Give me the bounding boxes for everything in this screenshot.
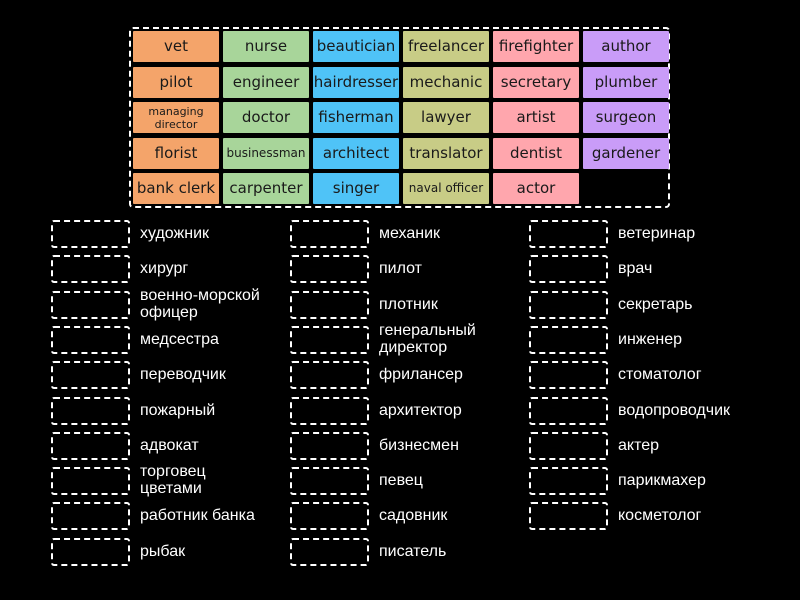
answer-tile[interactable]: engineer [223, 66, 309, 98]
clue-label: плотник [379, 295, 438, 313]
answer-tile[interactable]: fisherman [313, 102, 399, 133]
clue-label: инженер [618, 330, 683, 348]
clue-label: адвокат [140, 436, 199, 454]
clue-label: садовник [379, 507, 448, 525]
drop-slot[interactable] [51, 361, 130, 390]
clue-label: генеральный директор [379, 321, 476, 356]
drop-slot[interactable] [529, 431, 608, 460]
drop-slot[interactable] [290, 290, 369, 319]
clue-label: работник банка [140, 507, 255, 525]
drop-slot[interactable] [529, 502, 608, 531]
answer-tile[interactable]: architect [313, 137, 399, 169]
clue-label: ветеринар [618, 225, 696, 242]
drop-slot[interactable] [529, 290, 608, 319]
drop-slot[interactable] [290, 396, 369, 425]
clue-label: певец [379, 472, 423, 490]
answer-tile[interactable]: mechanic [403, 66, 489, 98]
drop-slot[interactable] [290, 325, 369, 354]
clue-label: военно-морской офицер [140, 286, 260, 321]
clue-label: парикмахер [618, 472, 706, 490]
clue-label: стоматолог [618, 366, 702, 384]
drop-slot[interactable] [290, 255, 369, 284]
answer-tile[interactable]: freelancer [403, 31, 489, 62]
answer-tile[interactable]: nurse [223, 31, 309, 62]
drop-slot[interactable] [529, 361, 608, 390]
clue-label: секретарь [618, 295, 693, 313]
drop-slot[interactable] [290, 361, 369, 390]
clue-label: рыбак [140, 542, 186, 560]
answer-tile[interactable]: actor [493, 173, 579, 204]
answer-tile[interactable]: hairdresser [313, 66, 399, 98]
drop-slot[interactable] [51, 467, 130, 496]
answer-tile[interactable]: secretary [493, 66, 579, 98]
answer-tile[interactable]: plumber [583, 66, 669, 98]
answer-tile[interactable]: author [583, 31, 669, 62]
answer-tile[interactable]: singer [313, 173, 399, 204]
answer-tile[interactable]: artist [493, 102, 579, 133]
drop-slot[interactable] [51, 325, 130, 354]
answer-tile[interactable]: businessman [223, 137, 309, 169]
clue-label: актер [618, 436, 660, 454]
answer-tile[interactable]: beautician [313, 31, 399, 62]
answer-tile[interactable]: vet [133, 31, 219, 62]
drop-slot[interactable] [51, 255, 130, 284]
clue-label: пожарный [140, 401, 216, 419]
answer-tile[interactable]: bank clerk [133, 173, 219, 204]
clue-label: водопроводчик [618, 401, 731, 419]
drop-slot[interactable] [51, 502, 130, 531]
drop-slot[interactable] [51, 431, 130, 460]
tile-bank: vet nurse beautician freelancer firefighter a… [129, 27, 670, 208]
answer-tile[interactable]: gardener [583, 137, 669, 169]
clue-label: медсестра [140, 330, 219, 348]
answer-tile[interactable]: surgeon [583, 102, 669, 133]
drop-slot[interactable] [51, 537, 130, 566]
clue-label: художник [140, 225, 209, 242]
answer-tile[interactable]: lawyer [403, 102, 489, 133]
drop-slot[interactable] [51, 220, 130, 248]
clue-label: механик [379, 225, 441, 242]
answer-tile[interactable]: florist [133, 137, 219, 169]
clue-label: писатель [379, 542, 447, 560]
answer-tile[interactable]: translator [403, 137, 489, 169]
drop-slot[interactable] [529, 467, 608, 496]
clue-label: врач [618, 260, 653, 278]
clue-label: бизнесмен [379, 436, 459, 454]
drop-slot[interactable] [290, 431, 369, 460]
answer-tile[interactable]: naval officer [403, 173, 489, 204]
drop-slot[interactable] [529, 325, 608, 354]
clue-label: архитектор [379, 401, 462, 419]
clue-label: фрилансер [379, 366, 463, 384]
answer-tile[interactable]: doctor [223, 102, 309, 133]
clue-label: косметолог [618, 507, 702, 525]
drop-slot[interactable] [529, 396, 608, 425]
drop-slot[interactable] [51, 290, 130, 319]
clue-label: хирург [140, 260, 189, 278]
answer-tile[interactable]: firefighter [493, 31, 579, 62]
drop-slot[interactable] [529, 220, 608, 248]
answer-tile[interactable]: carpenter [223, 173, 309, 204]
drop-slot[interactable] [51, 396, 130, 425]
clue-label: пилот [379, 260, 422, 278]
answer-tile[interactable]: pilot [133, 66, 219, 98]
drop-slot[interactable] [290, 502, 369, 531]
clue-label: торговец цветами [140, 463, 206, 498]
drop-slot[interactable] [290, 537, 369, 566]
drop-slot[interactable] [290, 467, 369, 496]
clue-label: переводчик [140, 366, 226, 384]
drop-slot[interactable] [529, 255, 608, 284]
drop-slot[interactable] [290, 220, 369, 248]
answer-tile[interactable]: managing director [133, 102, 219, 133]
answer-tile[interactable]: dentist [493, 137, 579, 169]
